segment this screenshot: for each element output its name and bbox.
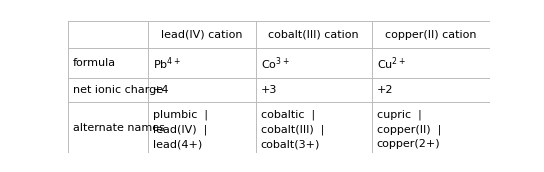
Text: $\mathregular{Cu}^{2+}$: $\mathregular{Cu}^{2+}$ (376, 55, 406, 72)
Text: $\mathregular{Co}^{3+}$: $\mathregular{Co}^{3+}$ (261, 55, 289, 72)
Text: net ionic charge: net ionic charge (73, 85, 163, 95)
Text: +2: +2 (376, 85, 393, 95)
Text: formula: formula (73, 58, 116, 68)
Text: cobaltic  |
cobalt(III)  |
cobalt(3+): cobaltic | cobalt(III) | cobalt(3+) (261, 109, 324, 149)
Text: cupric  |
copper(II)  |
copper(2+): cupric | copper(II) | copper(2+) (376, 109, 441, 149)
Text: cobalt(III) cation: cobalt(III) cation (268, 30, 359, 40)
Text: alternate names: alternate names (73, 123, 165, 133)
Text: plumbic  |
lead(IV)  |
lead(4+): plumbic | lead(IV) | lead(4+) (153, 109, 208, 149)
Text: +4: +4 (153, 85, 170, 95)
Text: +3: +3 (261, 85, 277, 95)
Text: $\mathregular{Pb}^{4+}$: $\mathregular{Pb}^{4+}$ (153, 55, 181, 72)
Text: lead(IV) cation: lead(IV) cation (161, 30, 243, 40)
Text: copper(II) cation: copper(II) cation (385, 30, 477, 40)
